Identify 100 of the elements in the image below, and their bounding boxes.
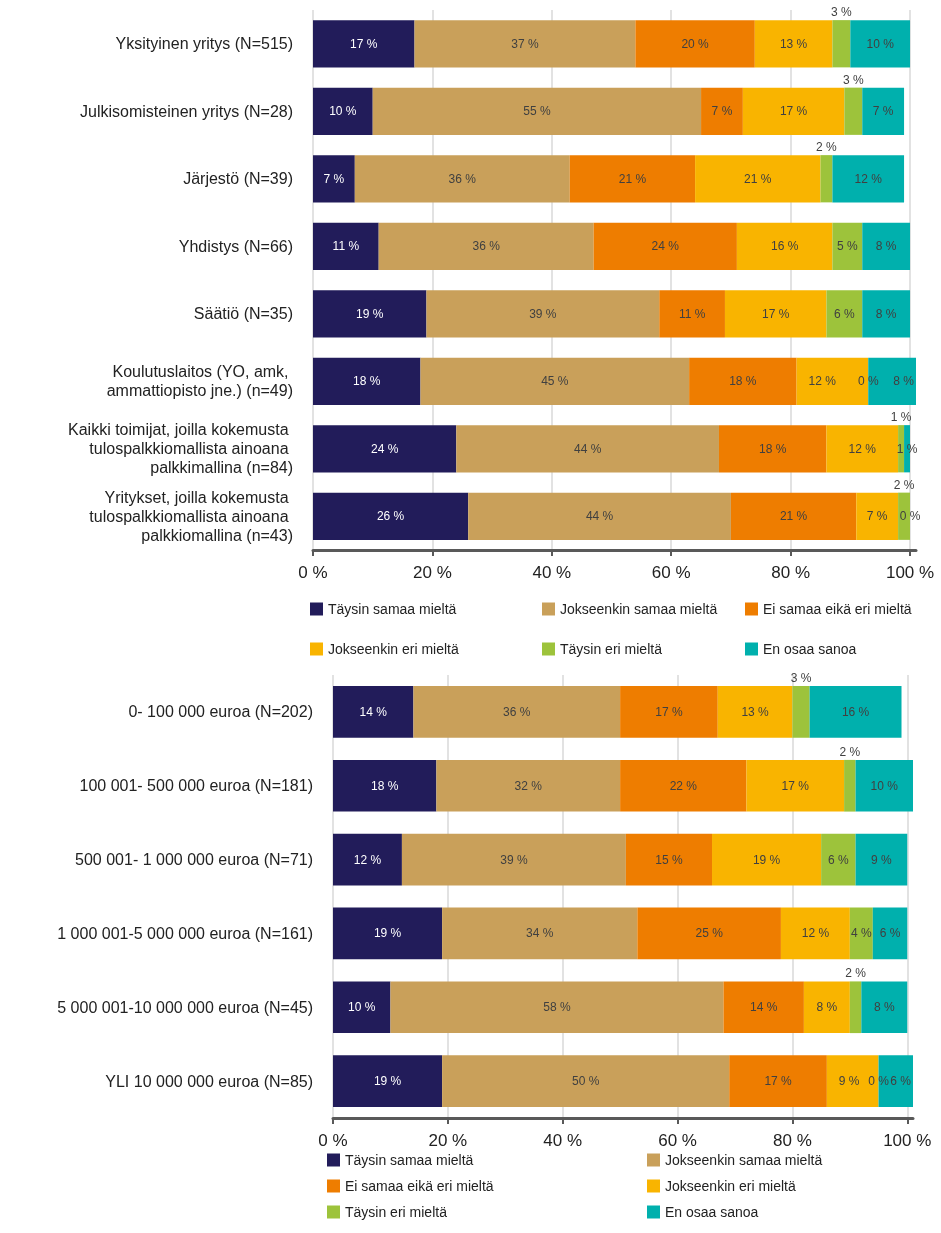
bar — [844, 759, 856, 812]
bar — [844, 87, 863, 135]
bar — [717, 686, 793, 738]
bar — [878, 1055, 913, 1107]
data-label: 34 % — [526, 926, 554, 941]
y-tick-label: Säätiö (N=35) — [193, 305, 293, 323]
data-label: 14 % — [359, 704, 388, 719]
data-label: 8 % — [816, 1000, 838, 1015]
y-tick-label: 0- 100 000 euroa (N=202) — [128, 703, 313, 721]
bar — [659, 290, 725, 338]
data-label: 17 % — [655, 704, 683, 719]
data-label: 58 % — [543, 1000, 571, 1015]
bar — [862, 290, 911, 338]
data-label: 4 % — [850, 926, 872, 941]
data-label: 5 % — [837, 239, 859, 254]
data-label: 3 % — [831, 5, 853, 20]
bar — [872, 907, 908, 960]
data-label: 11 % — [678, 306, 706, 321]
data-label: 36 % — [503, 704, 531, 719]
bar — [729, 1055, 827, 1107]
bar — [861, 981, 908, 1034]
x-tick-label: 80 % — [771, 563, 810, 582]
data-label: 17 % — [779, 104, 808, 119]
data-label: 13 % — [779, 36, 808, 51]
y-tick-label: 500 001- 1 000 000 euroa (N=71) — [75, 851, 313, 869]
bar — [436, 759, 621, 812]
bar — [862, 87, 905, 135]
legend-label: En osaa sanoa — [763, 641, 857, 657]
data-label: 22 % — [669, 778, 698, 793]
bar — [426, 290, 660, 338]
bar — [401, 833, 626, 886]
bar — [313, 425, 457, 473]
x-tick-label: 60 % — [658, 1131, 697, 1150]
y-tick-label: Järjestö (N=39) — [183, 170, 293, 188]
data-label: 13 % — [741, 704, 770, 719]
bar — [742, 87, 845, 135]
bar — [689, 357, 797, 405]
bar — [313, 155, 355, 203]
bar — [803, 981, 850, 1034]
bar — [442, 907, 638, 960]
bar — [625, 833, 713, 886]
x-tick-label: 80 % — [773, 1131, 812, 1150]
data-label: 7 % — [872, 104, 894, 119]
bar — [637, 907, 781, 960]
bar — [354, 155, 570, 203]
data-label: 10 % — [348, 1000, 376, 1015]
data-label: 44 % — [573, 441, 602, 456]
data-label: 11 % — [332, 239, 360, 254]
bar — [849, 981, 862, 1034]
bar — [712, 833, 822, 886]
bar — [718, 425, 827, 473]
data-label: 24 % — [370, 441, 399, 456]
data-label: 39 % — [529, 306, 557, 321]
bar — [333, 907, 443, 960]
x-tick-label: 0 % — [298, 563, 328, 582]
data-label: 19 % — [752, 852, 781, 867]
bar — [695, 155, 821, 203]
data-label: 45 % — [541, 374, 569, 389]
x-tick-label: 100 % — [883, 1131, 932, 1150]
bar — [313, 290, 427, 338]
x-tick-label: 100 % — [885, 563, 935, 582]
bar — [378, 222, 594, 270]
legend-label: Jokseenkin samaa mieltä — [665, 1152, 823, 1168]
bar — [413, 686, 621, 738]
data-label: 36 % — [472, 239, 501, 254]
bar — [372, 87, 702, 135]
data-label: 8 % — [873, 1000, 895, 1015]
bar — [701, 87, 743, 135]
data-label: 10 % — [866, 36, 895, 51]
data-label: 7 % — [323, 171, 345, 186]
bar — [333, 1055, 443, 1107]
legend-label: Jokseenkin samaa mieltä — [560, 601, 718, 617]
data-label: 18 % — [759, 441, 787, 456]
data-label: 9 % — [838, 1074, 860, 1089]
bar — [730, 492, 857, 540]
bar — [736, 222, 833, 270]
bar — [826, 1055, 879, 1107]
data-label: 37 % — [511, 36, 539, 51]
bar — [333, 833, 402, 886]
bar — [593, 222, 737, 270]
data-label: 8 % — [875, 239, 897, 254]
data-label: 1 % — [890, 410, 912, 425]
y-tick-label: Julkisomisteinen yritys (N=28) — [80, 102, 293, 120]
data-label: 0 % — [899, 509, 921, 524]
bar — [832, 155, 905, 203]
bar — [850, 20, 911, 68]
legend-label: Jokseenkin eri mieltä — [665, 1178, 796, 1194]
y-tick-label: Yritykset, joilla kokemusta tulospalkkiomallista ainoana palkkiomallina (n=43) — [89, 488, 293, 544]
bar — [333, 686, 414, 738]
data-label: 12 % — [801, 926, 830, 941]
bar — [754, 20, 833, 68]
data-label: 12 % — [353, 852, 382, 867]
data-label: 16 % — [770, 239, 799, 254]
bar — [442, 1055, 730, 1107]
bar — [313, 492, 469, 540]
bar — [414, 20, 636, 68]
data-label: 20 % — [681, 36, 710, 51]
data-label: 19 % — [373, 926, 402, 941]
bar — [468, 492, 731, 540]
data-label: 21 % — [779, 509, 808, 524]
